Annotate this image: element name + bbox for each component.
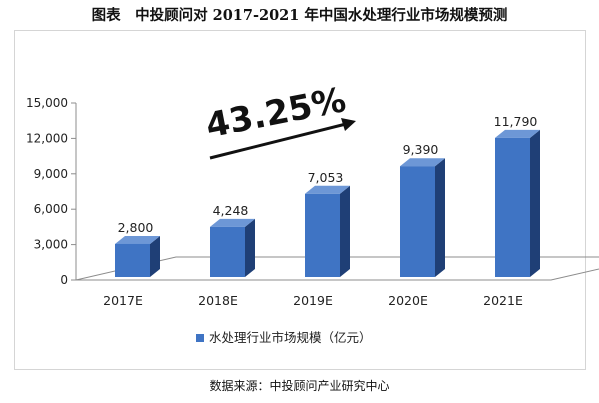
bar-2017E (115, 235, 160, 277)
data-label: 9,390 (403, 142, 439, 157)
y-tick-label: 3,000 (34, 238, 68, 252)
bar (400, 166, 435, 277)
x-tick-label: 2018E (198, 293, 238, 308)
growth-arrow-head (341, 118, 356, 131)
chart-frame (14, 30, 586, 370)
bar (115, 243, 150, 277)
y-tick-label: 15,000 (26, 96, 68, 110)
growth-rate-label: 43.25% (203, 80, 350, 146)
bar (305, 193, 340, 277)
x-tick-label: 2017E (103, 293, 143, 308)
y-tick-label: 12,000 (26, 131, 68, 145)
bar-side (435, 158, 445, 277)
x-tick-label: 2019E (293, 293, 333, 308)
bar-top (400, 158, 445, 167)
bar-2019E (305, 185, 350, 277)
bar-2021E (495, 129, 540, 277)
legend-swatch (196, 334, 204, 342)
y-tick-label: 9,000 (34, 167, 68, 181)
bar-side (150, 235, 160, 277)
bar-top (495, 129, 540, 138)
bar (210, 226, 245, 277)
bar-side (245, 218, 255, 277)
y-tick-label: 6,000 (34, 202, 68, 216)
x-tick-label: 2020E (388, 293, 428, 308)
chart-title: 图表 中投顾问对 2017-2021 年中国水处理行业市场规模预测 (91, 7, 508, 24)
legend-label: 水处理行业市场规模（亿元） (209, 330, 372, 345)
data-source: 数据来源：中投顾问产业研究中心 (209, 379, 390, 393)
data-label: 2,800 (118, 220, 154, 235)
bar-side (530, 129, 540, 277)
bar-2020E (400, 158, 445, 277)
bar-top (115, 235, 160, 244)
bar-2018E (210, 218, 255, 277)
y-tick-label: 0 (60, 273, 68, 287)
bar-side (340, 185, 350, 277)
data-label: 7,053 (308, 170, 344, 185)
bar (495, 137, 530, 277)
data-label: 4,248 (213, 203, 249, 218)
data-label: 11,790 (494, 114, 538, 129)
bar-top (305, 185, 350, 194)
growth-arrow-line (209, 122, 347, 160)
bar-top (210, 218, 255, 227)
x-tick-label: 2021E (483, 293, 523, 308)
